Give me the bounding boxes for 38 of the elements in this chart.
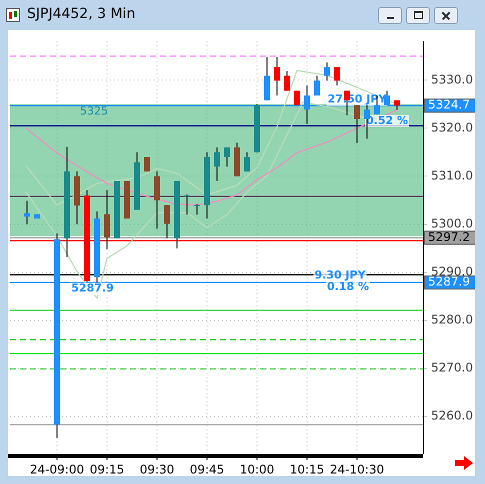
x-tick-label: 09:45	[190, 462, 224, 476]
candlestick	[354, 104, 360, 144]
ref-line-label: 5297.2	[428, 230, 470, 244]
candlestick	[294, 90, 300, 106]
x-tick-label: 24-10:30	[330, 462, 384, 476]
candlestick	[334, 66, 340, 86]
candlestick	[164, 204, 170, 239]
annotation: 5287.9	[71, 282, 114, 295]
x-tick-label: 09:15	[90, 462, 124, 476]
candlestick	[324, 62, 330, 82]
candlestick	[244, 152, 250, 172]
band-label: 5325	[80, 104, 108, 118]
ref-line-label: 5324.7	[428, 98, 470, 112]
annotation: 9.30 JPY	[314, 268, 367, 282]
x-tick-label: 10:00	[240, 462, 274, 476]
candlestick	[274, 56, 280, 96]
y-tick-label: 5300.0	[431, 216, 473, 230]
annotation: 0.18 %	[327, 280, 369, 294]
candlestick	[194, 204, 200, 216]
y-tick-label: 5310.0	[431, 168, 473, 182]
x-tick-label: 10:15	[290, 462, 324, 476]
candlestick	[104, 190, 110, 250]
ref-line-label: 5287.9	[428, 274, 470, 289]
x-tick-label: 24-09:00	[30, 462, 84, 476]
x-tick-label: 09:30	[140, 462, 174, 476]
candlestick	[284, 70, 290, 92]
candlestick	[214, 146, 220, 182]
chart-title: SJPJ4452, 3 Min	[27, 6, 136, 22]
y-tick-label: 5270.0	[431, 360, 473, 375]
candlestick	[144, 156, 150, 172]
candlestick	[24, 200, 30, 225]
candlestick	[314, 75, 320, 96]
y-tick-label: 5260.0	[431, 408, 473, 423]
candlestick	[184, 194, 190, 216]
y-tick-label: 5280.0	[431, 312, 473, 327]
y-tick-label: 5320.0	[431, 120, 473, 134]
candlestick	[224, 146, 230, 168]
y-tick-label: 5330.0	[431, 72, 473, 86]
